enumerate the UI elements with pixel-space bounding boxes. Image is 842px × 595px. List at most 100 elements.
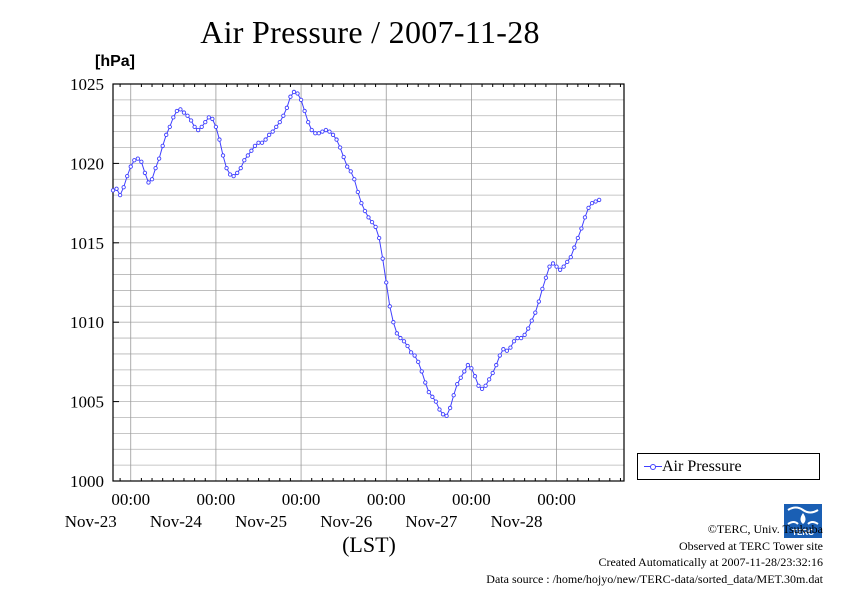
data-point [178, 107, 183, 112]
data-point [146, 180, 151, 185]
data-point [266, 132, 272, 137]
x-tick-date: Nov-27 [405, 512, 457, 531]
x-tick-time: 00:00 [111, 490, 150, 509]
credit-created: Created Automatically at 2007-11-28/23:3… [598, 555, 823, 569]
data-point [245, 153, 250, 158]
data-point [430, 394, 435, 399]
data-point [235, 170, 240, 176]
data-point [274, 124, 279, 130]
data-point [508, 345, 513, 350]
data-point [291, 89, 297, 95]
data-point [224, 166, 229, 171]
terc-logo: TERC [784, 504, 822, 538]
data-point [447, 405, 453, 411]
x-tick-labels: 00:00Nov-2300:00Nov-2400:00Nov-2500:00No… [65, 490, 576, 531]
data-point [444, 413, 449, 419]
y-tick-labels: 1000 1005 1010 1015 1020 1025 [70, 75, 104, 491]
data-point [231, 173, 236, 179]
data-point [203, 119, 208, 125]
data-point [132, 158, 137, 163]
data-point [249, 148, 254, 153]
data-point [142, 170, 148, 176]
data-point [238, 166, 243, 171]
data-point [469, 366, 474, 371]
data-point [355, 189, 361, 195]
data-point [419, 369, 424, 374]
data-point [199, 124, 204, 130]
y-tick-label: 1010 [70, 313, 104, 332]
data-point [206, 115, 211, 120]
data-point [256, 140, 261, 145]
data-point [359, 200, 364, 206]
data-point [497, 353, 502, 358]
data-point [281, 113, 286, 118]
credit-copyright: ©TERC, Univ. Tsukuba [707, 522, 823, 536]
data-point [227, 172, 233, 177]
data-point [309, 127, 314, 133]
data-point [334, 137, 339, 142]
chart-title: Air Pressure / 2007-11-28 [200, 14, 540, 50]
data-point [423, 380, 428, 385]
data-point [213, 124, 219, 130]
data-point [479, 386, 485, 392]
data-point [394, 331, 400, 336]
data-point [426, 389, 431, 395]
x-tick-date: Nov-23 [65, 512, 117, 531]
data-point [401, 339, 407, 344]
data-point [540, 286, 545, 292]
x-tick-date: Nov-24 [150, 512, 202, 531]
data-point [252, 143, 258, 149]
credit-site: Observed at TERC Tower site [678, 538, 823, 553]
data-point [543, 275, 549, 280]
data-point [416, 359, 421, 365]
data-point [597, 197, 602, 203]
data-point [366, 215, 371, 220]
x-tick-time: 00:00 [537, 490, 576, 509]
x-tick-date: Nov-28 [491, 512, 543, 531]
data-point [288, 94, 293, 99]
y-tick-label: 1005 [70, 393, 104, 412]
data-point [242, 158, 247, 163]
data-point [220, 153, 226, 158]
data-point [153, 166, 158, 171]
data-point [575, 235, 581, 241]
data-point [547, 264, 552, 269]
logo-drop [800, 513, 806, 524]
logo-waves-low [787, 521, 819, 525]
data-point [472, 374, 478, 379]
x-tick-time: 00:00 [367, 490, 406, 509]
data-point [323, 127, 329, 133]
data-point [139, 159, 144, 164]
data-point [458, 375, 463, 380]
data-point [387, 304, 392, 309]
data-point [181, 110, 187, 115]
x-tick-time: 00:00 [452, 490, 491, 509]
data-point [171, 115, 176, 120]
data-point [572, 245, 577, 250]
data-point [121, 185, 126, 190]
data-point [568, 254, 573, 260]
data-point [259, 140, 265, 145]
data-point [348, 169, 353, 174]
data-point [149, 177, 155, 182]
data-point [490, 370, 495, 376]
data-point [405, 343, 410, 349]
data-point [557, 267, 563, 272]
y-tick-label: 1025 [70, 75, 104, 94]
data-point [522, 332, 527, 338]
data-point [270, 129, 275, 134]
data-point [135, 156, 140, 161]
data-point [210, 116, 215, 122]
data-point [412, 353, 417, 358]
data-point [313, 131, 318, 136]
data-point [376, 235, 382, 241]
data-point [533, 310, 538, 315]
data-point [156, 156, 162, 161]
data-point [536, 299, 541, 304]
data-point [391, 320, 396, 325]
y-tick-label: 1020 [70, 154, 104, 173]
data-point [345, 164, 350, 169]
data-point [295, 91, 300, 96]
data-point [515, 335, 520, 341]
